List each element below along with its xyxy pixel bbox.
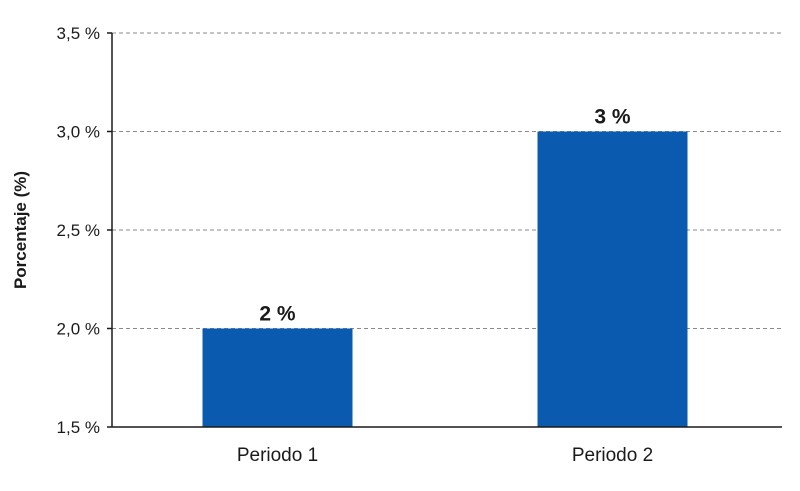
data-labels: 2 % 3 % <box>259 106 631 326</box>
y-tick-label: 2,5 % <box>57 221 100 240</box>
bar-value-label: 2 % <box>259 303 296 326</box>
y-tick-labels: 1,5 % 2,0 % 2,5 % 3,0 % 3,5 % <box>57 24 112 437</box>
bar-value-label: 3 % <box>594 106 631 129</box>
bars <box>202 131 688 427</box>
y-tick-label: 2,0 % <box>57 320 100 339</box>
y-tick-label: 3,0 % <box>57 123 100 142</box>
x-category-labels: Periodo 1 Periodo 2 <box>237 445 653 466</box>
y-tick-label: 3,5 % <box>57 24 100 43</box>
x-category-label: Periodo 1 <box>237 445 318 466</box>
bar-1 <box>202 328 353 427</box>
x-category-label: Periodo 2 <box>572 445 653 466</box>
bar-2 <box>537 131 688 427</box>
y-tick-label: 1,5 % <box>57 418 100 437</box>
y-axis-title: Porcentaje (%) <box>11 171 30 289</box>
